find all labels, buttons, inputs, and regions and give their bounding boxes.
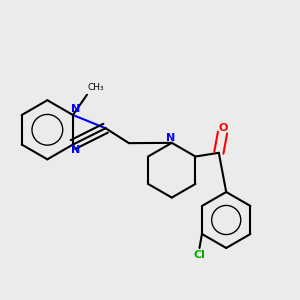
Text: N: N	[166, 133, 175, 143]
Text: O: O	[219, 123, 228, 133]
Text: N: N	[71, 104, 80, 114]
Text: N: N	[71, 145, 80, 155]
Text: CH₃: CH₃	[88, 83, 104, 92]
Text: Cl: Cl	[194, 250, 206, 260]
